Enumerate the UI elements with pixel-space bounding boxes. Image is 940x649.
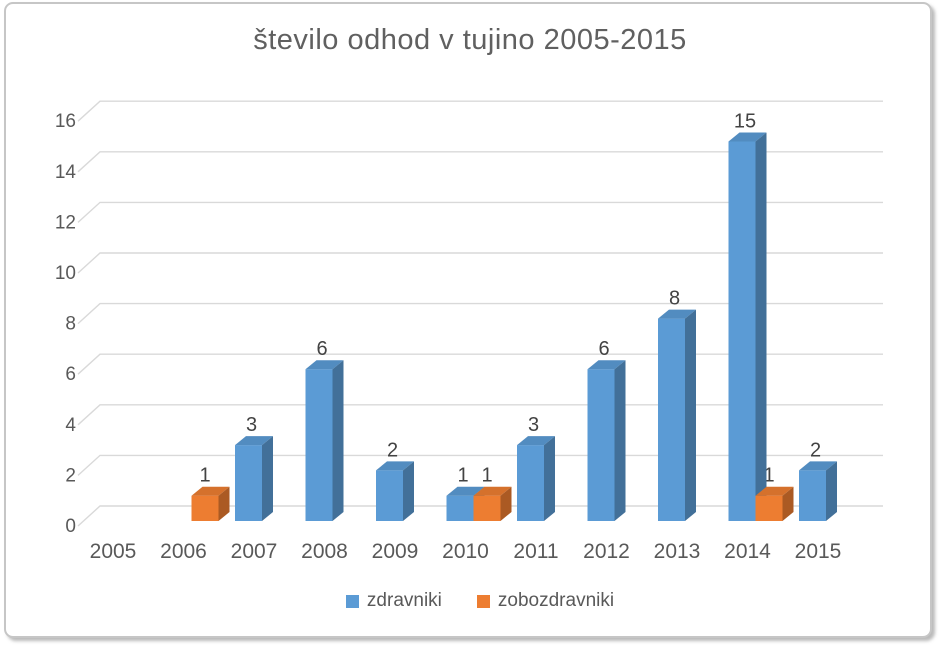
data-label-zdravniki-2010: 1 bbox=[457, 465, 468, 487]
y-axis-tick-label: 8 bbox=[65, 314, 76, 335]
bar-zdravniki-2008-top bbox=[305, 360, 344, 370]
data-label-zobozdravniki-2014: 1 bbox=[763, 465, 774, 487]
chart-frame bbox=[4, 2, 932, 638]
legend: zdravniki zobozdravniki bbox=[75, 590, 885, 612]
bar-zdravniki-2012-top bbox=[587, 360, 626, 370]
bar-zdravniki-2013-front bbox=[658, 318, 685, 521]
x-axis-label: 2012 bbox=[583, 540, 630, 563]
y-axis-tick-label: 12 bbox=[55, 212, 76, 233]
data-label-zobozdravniki-2010: 1 bbox=[481, 465, 492, 487]
x-axis-label: 2007 bbox=[231, 540, 278, 563]
bar-zobozdravniki-2006-top bbox=[191, 486, 230, 496]
bar-zobozdravniki-2014-front bbox=[755, 495, 783, 521]
bar-zdravniki-2015-top bbox=[799, 461, 837, 471]
y-axis-tick-label: 4 bbox=[65, 415, 76, 436]
bar-zdravniki-2007-front bbox=[235, 445, 262, 521]
x-axis-label: 2006 bbox=[160, 540, 207, 563]
data-label-zdravniki-2011: 3 bbox=[528, 414, 539, 436]
bar-zobozdravniki-2014-side bbox=[782, 486, 794, 521]
data-label-zdravniki-2009: 2 bbox=[387, 439, 398, 461]
bar-zdravniki-2014-side bbox=[755, 132, 767, 521]
bar-zdravniki-2010-front bbox=[446, 495, 474, 521]
bar-zobozdravniki-2010-top bbox=[473, 486, 512, 496]
y-axis-tick-label: 16 bbox=[55, 111, 76, 132]
bar-zdravniki-2011-front bbox=[517, 445, 544, 521]
x-axis-label: 2008 bbox=[301, 540, 348, 563]
y-axis-tick-label: 0 bbox=[65, 516, 76, 537]
x-axis-label: 2005 bbox=[90, 540, 137, 563]
bar-zdravniki-2008-front bbox=[305, 369, 333, 521]
chart-title: število odhod v tujino 2005-2015 bbox=[253, 24, 687, 56]
data-label-zdravniki-2015: 2 bbox=[810, 439, 821, 461]
data-label-zdravniki-2007: 3 bbox=[246, 414, 257, 436]
x-axis-label: 2015 bbox=[795, 540, 842, 563]
x-axis-label: 2013 bbox=[654, 540, 701, 563]
x-axis-label: 2009 bbox=[372, 540, 419, 563]
legend-label-zobozdravniki: zobozdravniki bbox=[497, 590, 615, 611]
gridline-8 bbox=[77, 302, 883, 325]
bar-zobozdravniki-2010-front bbox=[473, 495, 501, 521]
bar-zdravniki-2007-side bbox=[262, 436, 273, 521]
bar-zdravniki-2013-top bbox=[658, 309, 696, 319]
legend-item-zdravniki: zdravniki bbox=[345, 590, 442, 612]
gridline-14 bbox=[77, 151, 883, 173]
legend-label-zdravniki: zdravniki bbox=[366, 590, 442, 611]
legend-item-zobozdravniki: zobozdravniki bbox=[476, 590, 615, 612]
gridline-6 bbox=[77, 353, 883, 375]
y-axis-tick-label: 6 bbox=[65, 364, 76, 385]
bar-zdravniki-2014-top bbox=[728, 132, 767, 142]
data-label-zdravniki-2013: 8 bbox=[669, 288, 680, 310]
bar-zobozdravniki-2010-side bbox=[500, 486, 512, 521]
bar-zdravniki-2012-front bbox=[587, 369, 615, 521]
bar-zdravniki-2009-top bbox=[376, 461, 414, 471]
bar-zdravniki-2013-side bbox=[685, 309, 696, 521]
x-axis-label: 2010 bbox=[442, 540, 489, 563]
bar-zdravniki-2012-side bbox=[614, 360, 626, 521]
bar-zdravniki-2015-front bbox=[799, 470, 826, 521]
legend-swatch-zdravniki bbox=[345, 594, 359, 608]
bar-zdravniki-2008-side bbox=[332, 360, 344, 521]
gridline-10 bbox=[77, 252, 883, 274]
y-axis-tick-label: 10 bbox=[55, 263, 76, 284]
x-axis-label: 2011 bbox=[513, 540, 558, 563]
bar-zdravniki-2010-top bbox=[446, 486, 485, 496]
gridline-16 bbox=[77, 100, 883, 122]
bar-zobozdravniki-2006-front bbox=[191, 495, 219, 521]
bar-zdravniki-2015-side bbox=[826, 461, 837, 521]
legend-swatch-zobozdravniki bbox=[476, 594, 490, 608]
bar-zdravniki-2007-top bbox=[235, 436, 273, 446]
bar-zobozdravniki-2014-top bbox=[755, 486, 794, 496]
y-axis-tick-label: 14 bbox=[55, 162, 77, 183]
data-label-zdravniki-2008: 6 bbox=[316, 338, 327, 360]
gridline-12 bbox=[77, 201, 883, 223]
bar-zdravniki-2011-top bbox=[517, 436, 555, 446]
data-label-zdravniki-2014: 15 bbox=[734, 111, 756, 133]
y-axis-tick-label: 2 bbox=[65, 465, 76, 486]
bar-zobozdravniki-2006-side bbox=[218, 486, 230, 521]
bar-zdravniki-2014-front bbox=[728, 141, 756, 521]
bar-zdravniki-2011-side bbox=[544, 436, 555, 521]
bar-zdravniki-2009-front bbox=[376, 470, 403, 521]
data-label-zobozdravniki-2006: 1 bbox=[199, 465, 210, 487]
data-label-zdravniki-2012: 6 bbox=[598, 338, 609, 360]
x-axis-label: 2014 bbox=[724, 540, 771, 563]
bar-zdravniki-2009-side bbox=[403, 461, 414, 521]
